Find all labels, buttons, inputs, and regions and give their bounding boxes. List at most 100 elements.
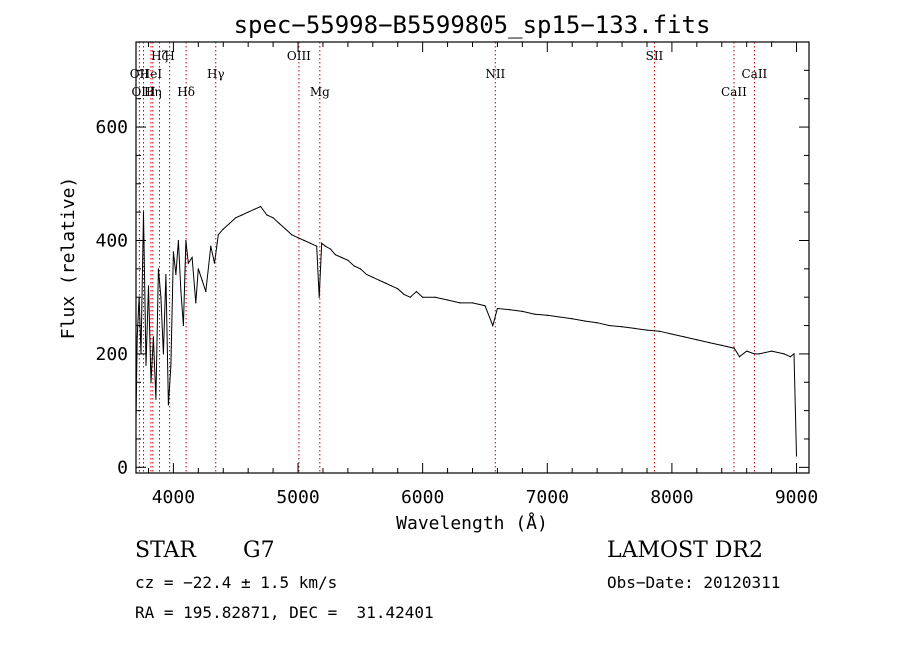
data-point (228, 222, 231, 225)
data-point (195, 302, 197, 304)
data-point (795, 455, 798, 457)
axis-ticks: 4000 5000 6000 7000 8000 9000 0 200 400 600 (95, 42, 818, 508)
data-point (696, 339, 698, 341)
plot-frame (135, 41, 810, 474)
x-tick-label-3: 7000 (526, 487, 569, 508)
line-marker-label-4: OIII (131, 85, 155, 99)
data-point (390, 285, 393, 287)
chart-title: spec−55998−B5599805_sp15−133.fits (234, 11, 711, 39)
data-point (484, 305, 486, 307)
data-point (147, 285, 150, 287)
data-point (157, 268, 160, 270)
data-point (658, 330, 661, 332)
data-point (492, 324, 494, 327)
line-marker-label-3: HeI (140, 67, 163, 81)
data-point (291, 234, 293, 236)
data-point (378, 279, 380, 281)
object-subclass: G7 (243, 538, 275, 563)
x-tick-label-5: 9000 (775, 487, 818, 508)
data-point (260, 205, 262, 208)
line-marker-label-9: Mg (310, 85, 330, 99)
data-point (205, 290, 207, 293)
data-point (297, 237, 299, 239)
data-point (534, 313, 536, 315)
data-point (365, 273, 368, 276)
data-point (324, 245, 327, 247)
data-point (415, 290, 418, 293)
data-point (721, 344, 723, 347)
line-marker-label-0: Hζ (151, 49, 168, 63)
line-marker-label-5: Hη (144, 85, 162, 99)
line-marker-label-6: Hδ (177, 85, 195, 99)
data-point (633, 327, 636, 329)
data-point (671, 333, 673, 335)
data-point (235, 217, 237, 219)
data-point (167, 404, 170, 406)
observation-date: Obs−Date: 20120311 (607, 573, 781, 592)
data-point (496, 307, 499, 310)
survey-name: LAMOST DR2 (607, 538, 763, 563)
x-tick-label-2: 6000 (401, 487, 444, 508)
x-tick-label-4: 8000 (650, 487, 693, 508)
data-point (162, 353, 165, 355)
data-point (266, 214, 268, 216)
data-point (321, 242, 323, 244)
data-point (217, 234, 219, 236)
data-point (160, 296, 162, 298)
data-point (708, 341, 710, 344)
data-point (165, 273, 167, 276)
flux-line-0 (135, 205, 797, 457)
data-point (347, 259, 349, 261)
data-point (152, 336, 155, 338)
data-point (170, 364, 172, 366)
data-point (372, 276, 374, 278)
data-point (509, 309, 511, 311)
data-point (272, 217, 274, 219)
coordinates: RA = 195.82871, DEC = 31.42401 (135, 603, 434, 622)
data-point (201, 279, 203, 281)
data-point (253, 208, 255, 210)
data-point (521, 310, 523, 312)
data-point (155, 398, 157, 400)
data-point (142, 211, 145, 213)
data-point (584, 320, 586, 322)
line-marker-label-13: CaII (741, 67, 767, 81)
data-point (403, 293, 405, 295)
data-point (284, 228, 287, 230)
data-point (397, 288, 399, 290)
data-point (191, 256, 193, 259)
data-point (172, 251, 174, 253)
data-point (278, 222, 280, 225)
y-tick-label-0: 0 (117, 457, 128, 478)
data-point (422, 296, 424, 298)
y-tick-label-1: 200 (95, 344, 128, 365)
object-class: STAR (135, 538, 196, 563)
data-point (329, 248, 332, 250)
y-axis-label: Flux (relative) (58, 177, 79, 340)
line-marker-label-11: SII (646, 49, 664, 63)
data-point (341, 256, 343, 259)
data-point (185, 239, 187, 242)
data-point (316, 245, 318, 247)
data-point (145, 364, 147, 366)
redshift-velocity: cz = −22.4 ± 1.5 km/s (135, 573, 338, 592)
data-point (303, 239, 305, 242)
data-point (746, 350, 748, 352)
data-point (471, 302, 474, 304)
data-point (683, 336, 685, 338)
data-point (783, 353, 785, 355)
x-tick-label-0: 4000 (152, 487, 195, 508)
data-point (571, 318, 573, 320)
data-point (384, 282, 386, 284)
data-point (187, 262, 189, 264)
data-point (646, 329, 648, 331)
data-point (318, 296, 320, 298)
line-marker-label-10: NII (485, 67, 505, 81)
data-point (197, 268, 199, 270)
data-point (247, 211, 249, 213)
data-point (546, 314, 548, 316)
data-point (180, 290, 182, 293)
data-point (621, 326, 623, 328)
flux-series (135, 205, 798, 457)
